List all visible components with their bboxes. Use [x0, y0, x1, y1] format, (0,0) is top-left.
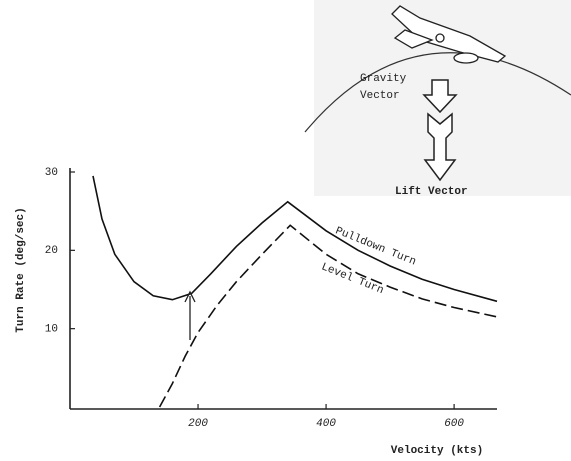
x-tick-label: 400 — [316, 418, 336, 430]
gravity-label: Vector — [360, 90, 400, 102]
y-tick-label: 30 — [45, 167, 58, 179]
series-label: Pulldown Turn — [333, 225, 417, 268]
x-axis-title: Velocity (kts) — [391, 445, 483, 457]
x-tick-label: 200 — [188, 418, 208, 430]
x-tick-label: 600 — [444, 418, 464, 430]
series-line — [160, 225, 497, 407]
y-tick-label: 10 — [45, 324, 58, 336]
y-axis-title: Turn Rate (deg/sec) — [15, 207, 27, 332]
lift-label: Lift Vector — [395, 186, 468, 198]
chart: Gravity Vector Lift Vector Turn Rate (de… — [0, 0, 571, 461]
series-label: Level Turn — [319, 261, 385, 297]
y-tick-label: 20 — [45, 245, 58, 257]
gravity-label: Gravity — [360, 73, 407, 85]
